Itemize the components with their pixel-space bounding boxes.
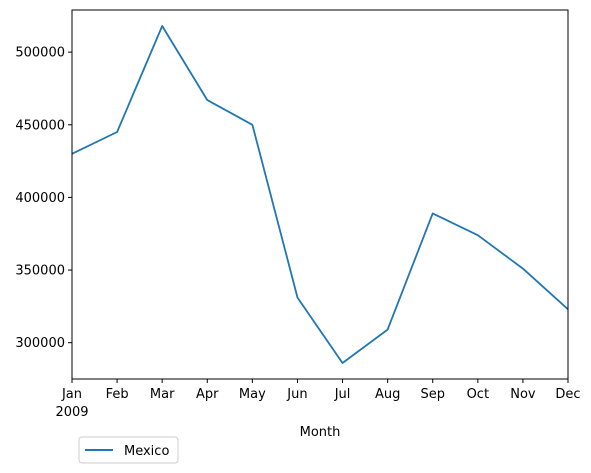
plot-frame bbox=[71, 9, 569, 380]
y-tick-label: 300000 bbox=[15, 336, 65, 351]
x-tick-label: May bbox=[239, 387, 266, 402]
legend-box bbox=[78, 436, 179, 464]
x-tick-label: Jan bbox=[61, 387, 82, 402]
x-axis-ticks: Jan Feb Mar Apr May Jun Jul Aug Sep Oct Nov Dec bbox=[61, 379, 581, 402]
x-tick-label: Feb bbox=[106, 387, 129, 402]
x-tick-label: Oct bbox=[467, 387, 489, 402]
x-tick-label: Sep bbox=[420, 387, 445, 402]
x-axis-label: Month bbox=[300, 425, 341, 440]
series-layer bbox=[71, 25, 569, 364]
x-tick-label: Nov bbox=[510, 387, 536, 402]
x-tick-label: Jul bbox=[334, 387, 351, 402]
y-axis-ticks: 300000 350000 400000 450000 500000 bbox=[15, 46, 72, 351]
y-tick-label: 500000 bbox=[15, 46, 65, 61]
x-tick-label: Dec bbox=[555, 387, 580, 402]
legend: Mexico bbox=[78, 436, 179, 464]
x-tick-label: Aug bbox=[375, 387, 400, 402]
y-tick-label: 400000 bbox=[15, 191, 65, 206]
x-tick-label: Apr bbox=[196, 387, 219, 402]
series-line-mexico bbox=[71, 25, 569, 364]
x-axis-year-label: 2009 bbox=[55, 405, 88, 420]
legend-label-mexico: Mexico bbox=[124, 444, 169, 459]
y-tick-label: 350000 bbox=[15, 264, 65, 279]
x-tick-label: Mar bbox=[150, 387, 175, 402]
y-tick-label: 450000 bbox=[15, 118, 65, 133]
x-tick-label: Jun bbox=[286, 387, 307, 402]
